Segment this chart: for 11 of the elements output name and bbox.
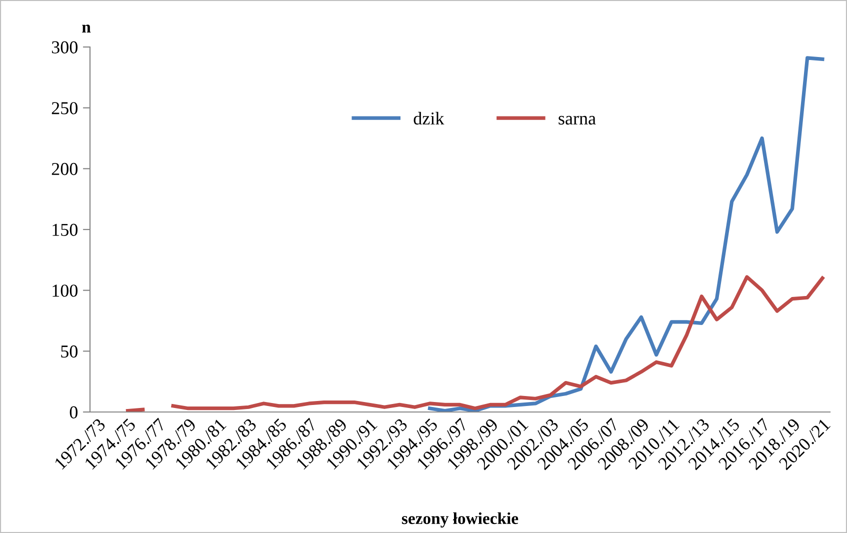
- y-tick-label: 100: [52, 284, 78, 297]
- y-tick-label: 300: [52, 41, 78, 54]
- y-tick-label: 0: [70, 406, 78, 418]
- y-tick-label: 150: [52, 224, 78, 236]
- y-tick-label: 200: [52, 162, 78, 176]
- legend-label: dzik: [414, 112, 444, 125]
- y-tick-label: 50: [61, 345, 78, 358]
- y-tick-label: 250: [52, 102, 78, 114]
- legend-label: sarna: [558, 116, 596, 125]
- x-axis-title: sezony łowieckie: [402, 512, 518, 528]
- y-axis-title: n: [82, 24, 91, 32]
